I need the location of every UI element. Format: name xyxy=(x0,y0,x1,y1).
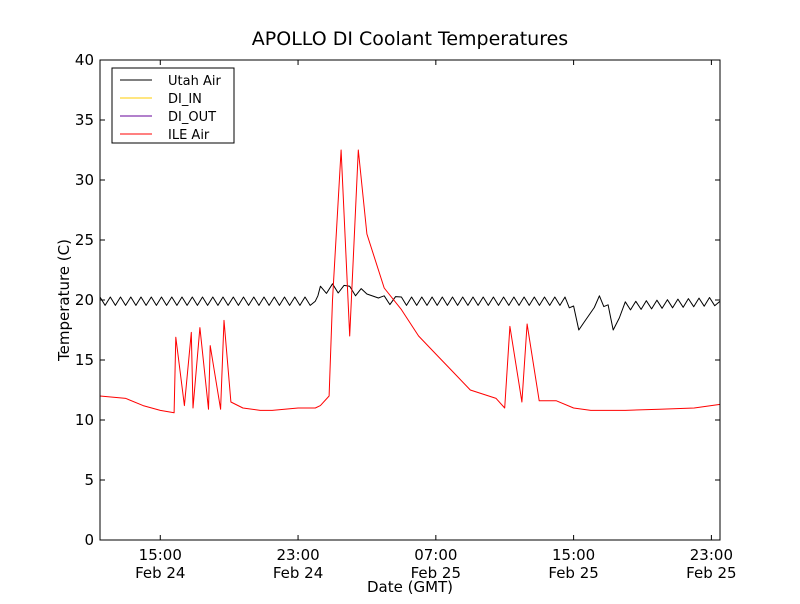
x-tick-time-label: 23:00 xyxy=(276,546,319,564)
x-tick-time-label: 15:00 xyxy=(139,546,182,564)
y-tick-label: 30 xyxy=(75,171,94,189)
x-tick-time-label: 07:00 xyxy=(414,546,457,564)
y-tick-label: 0 xyxy=(84,531,94,549)
chart-title: APOLLO DI Coolant Temperatures xyxy=(252,28,568,50)
y-axis-label: Temperature (C) xyxy=(55,239,73,362)
series-line-utah-air xyxy=(99,283,721,331)
y-tick-label: 15 xyxy=(75,351,94,369)
y-tick-label: 40 xyxy=(75,51,94,69)
y-tick-label: 5 xyxy=(84,471,94,489)
legend-label: Utah Air xyxy=(168,74,221,89)
x-tick-time-label: 15:00 xyxy=(552,546,595,564)
y-tick-label: 20 xyxy=(75,291,94,309)
x-tick-date-label: Feb 25 xyxy=(411,564,461,582)
series-line-ile-air xyxy=(99,149,721,414)
x-tick-date-label: Feb 25 xyxy=(548,564,598,582)
y-tick-label: 25 xyxy=(75,231,94,249)
legend-label: ILE Air xyxy=(168,128,210,143)
legend-label: DI_OUT xyxy=(168,110,216,125)
y-tick-label: 10 xyxy=(75,411,94,429)
x-tick-date-label: Feb 25 xyxy=(686,564,736,582)
x-tick-time-label: 23:00 xyxy=(690,546,733,564)
legend: Utah Air DI_IN DI_OUT ILE Air xyxy=(111,67,235,144)
y-tick-label: 35 xyxy=(75,111,94,129)
plot-area xyxy=(99,149,721,414)
x-tick-date-label: Feb 24 xyxy=(273,564,323,582)
x-tick-date-label: Feb 24 xyxy=(135,564,185,582)
legend-label: DI_IN xyxy=(168,92,202,107)
x-axis-label: Date (GMT) xyxy=(367,578,453,596)
